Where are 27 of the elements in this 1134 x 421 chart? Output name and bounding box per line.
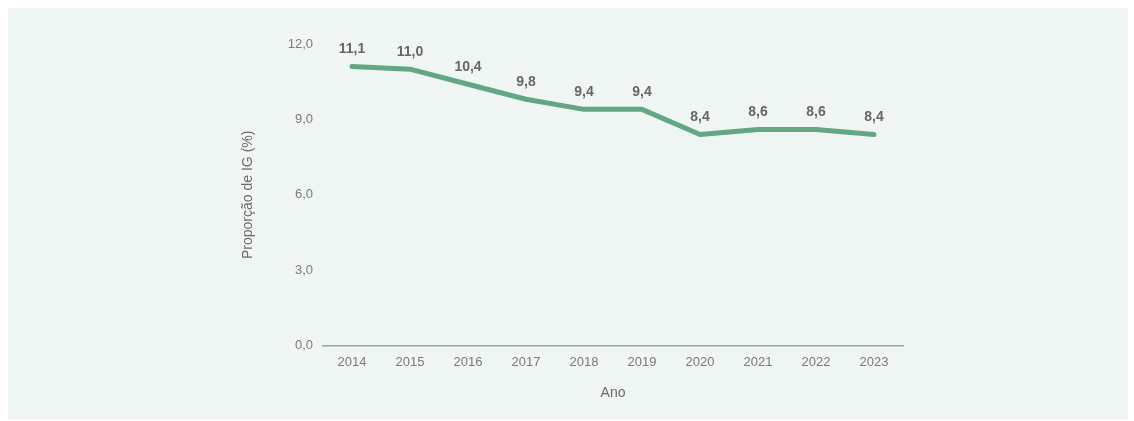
x-tick-label: 2016 — [453, 353, 483, 369]
y-tick-label: 12,0 — [287, 35, 313, 51]
x-tick-label: 2020 — [685, 353, 715, 369]
x-tick-label: 2014 — [337, 353, 367, 369]
x-tick-label: 2021 — [743, 353, 773, 369]
data-label: 9,4 — [574, 83, 594, 100]
x-tick-label: 2022 — [801, 353, 831, 369]
y-tick-label: 9,0 — [294, 110, 313, 126]
data-label: 8,4 — [864, 108, 884, 125]
x-tick-label: 2015 — [395, 353, 425, 369]
data-label: 8,4 — [690, 108, 710, 125]
y-tick-label: 3,0 — [294, 261, 313, 277]
data-label: 8,6 — [748, 103, 768, 120]
data-label: 11,0 — [396, 42, 424, 59]
data-label: 9,8 — [516, 73, 536, 90]
x-tick-label: 2019 — [627, 353, 657, 369]
data-label: 9,4 — [632, 83, 652, 100]
x-tick-label: 2018 — [569, 353, 599, 369]
data-label: 11,1 — [338, 40, 366, 57]
y-tick-label: 6,0 — [294, 186, 313, 202]
y-axis-title: Proporção de IG (%) — [239, 130, 256, 259]
data-label: 10,4 — [454, 58, 482, 75]
data-label: 8,6 — [806, 103, 826, 120]
x-tick-label: 2017 — [511, 353, 541, 369]
x-tick-label: 2023 — [859, 353, 889, 369]
x-axis-title: Ano — [600, 384, 626, 401]
y-tick-label: 0,0 — [294, 337, 313, 353]
